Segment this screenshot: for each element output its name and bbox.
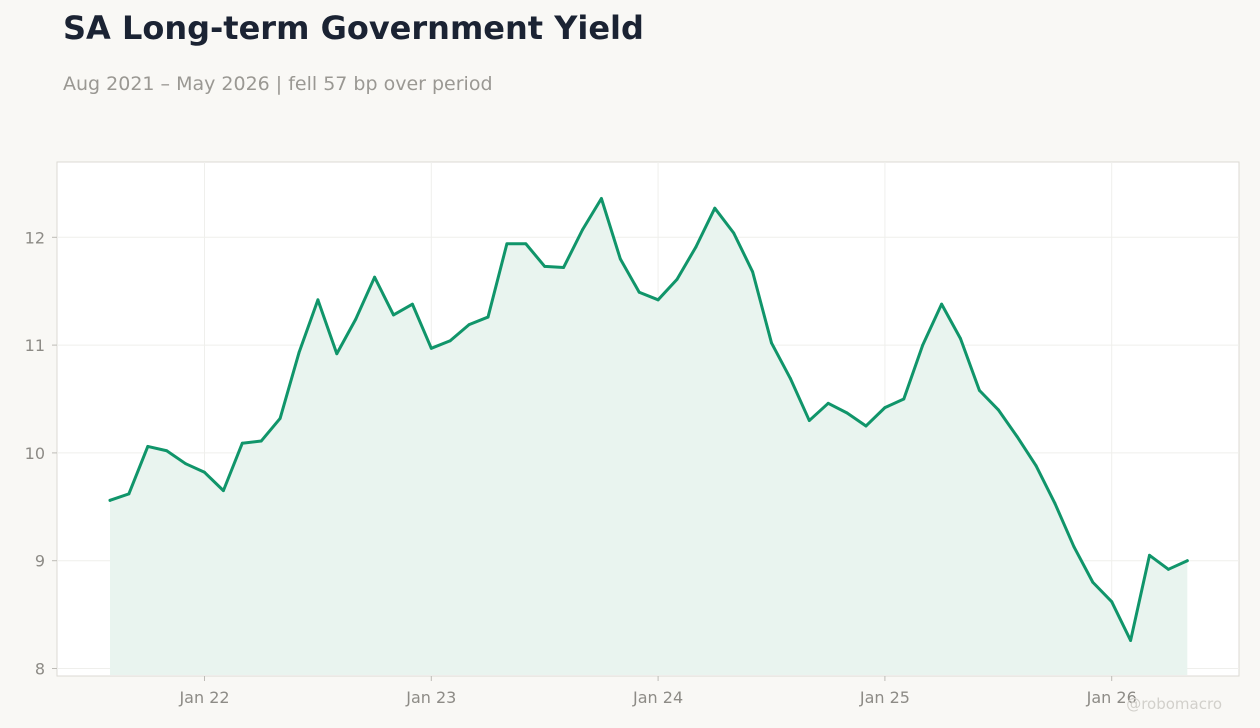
data-point xyxy=(411,302,414,306)
data-point xyxy=(902,397,906,401)
x-tick-label: Jan 23 xyxy=(405,688,456,707)
data-point xyxy=(940,302,943,306)
data-point xyxy=(184,462,188,466)
data-point xyxy=(807,419,811,422)
data-point xyxy=(883,406,887,410)
data-point xyxy=(146,445,150,448)
data-point xyxy=(770,341,773,345)
series-line xyxy=(108,196,1189,642)
y-tick-label: 8 xyxy=(35,660,45,679)
data-point xyxy=(694,245,698,249)
data-point xyxy=(467,323,471,327)
chart-subtitle: Aug 2021 – May 2026 | fell 57 bp over pe… xyxy=(63,73,493,95)
data-point xyxy=(505,242,509,246)
y-axis-ticks: 8 9 10 11 12 xyxy=(25,228,57,679)
x-tick-label: Jan 22 xyxy=(178,688,229,707)
data-point xyxy=(656,298,660,302)
data-point xyxy=(373,275,376,279)
data-point xyxy=(600,197,603,200)
data-point xyxy=(921,343,925,347)
data-point xyxy=(751,270,754,274)
data-point xyxy=(1034,464,1038,468)
data-point xyxy=(1167,567,1170,571)
data-point xyxy=(203,470,206,474)
data-point xyxy=(978,388,981,392)
data-point xyxy=(354,317,358,321)
data-point xyxy=(1185,559,1189,563)
data-point xyxy=(335,352,339,356)
data-point xyxy=(127,492,131,496)
data-point xyxy=(297,351,301,355)
data-point xyxy=(826,401,830,405)
x-tick-label: Jan 25 xyxy=(859,688,910,707)
data-point xyxy=(845,411,849,415)
data-point xyxy=(524,242,528,246)
data-point xyxy=(108,498,112,502)
data-point xyxy=(1110,600,1114,604)
data-point xyxy=(543,265,547,268)
data-point xyxy=(1148,553,1151,557)
data-point xyxy=(732,231,736,235)
data-point xyxy=(675,277,679,281)
y-tick-label: 10 xyxy=(25,444,45,463)
data-point xyxy=(864,424,868,428)
data-point xyxy=(1015,435,1019,439)
data-point xyxy=(259,439,263,443)
data-point xyxy=(392,313,395,317)
data-point xyxy=(429,346,433,350)
data-point xyxy=(959,337,962,341)
data-point xyxy=(1072,545,1076,549)
y-tick-label: 11 xyxy=(25,336,45,355)
data-point xyxy=(637,290,641,294)
series-area xyxy=(110,198,1188,676)
data-point xyxy=(789,377,792,380)
line-layer xyxy=(108,196,1189,642)
data-point xyxy=(278,417,282,420)
x-axis-ticks: Jan 22 Jan 23 Jan 24 Jan 25 Jan 26 xyxy=(178,676,1137,707)
data-point xyxy=(1053,502,1057,505)
data-point xyxy=(240,441,244,445)
data-point xyxy=(1091,580,1095,584)
data-point xyxy=(618,257,622,261)
data-point xyxy=(996,408,1000,412)
data-point xyxy=(222,489,225,493)
area-layer xyxy=(110,198,1188,676)
data-point xyxy=(165,449,169,453)
data-point xyxy=(486,315,490,319)
data-point xyxy=(562,266,565,269)
data-point xyxy=(1129,639,1132,642)
data-point xyxy=(713,206,717,210)
y-tick-label: 12 xyxy=(25,228,45,247)
data-point xyxy=(448,339,452,343)
data-point xyxy=(581,228,584,232)
x-tick-label: Jan 24 xyxy=(632,688,683,707)
data-point xyxy=(316,298,320,302)
chart-title: SA Long-term Government Yield xyxy=(63,9,644,47)
watermark: @robomacro xyxy=(1126,695,1222,713)
y-tick-label: 9 xyxy=(35,552,45,571)
x-tick-label: Jan 26 xyxy=(1086,688,1137,707)
